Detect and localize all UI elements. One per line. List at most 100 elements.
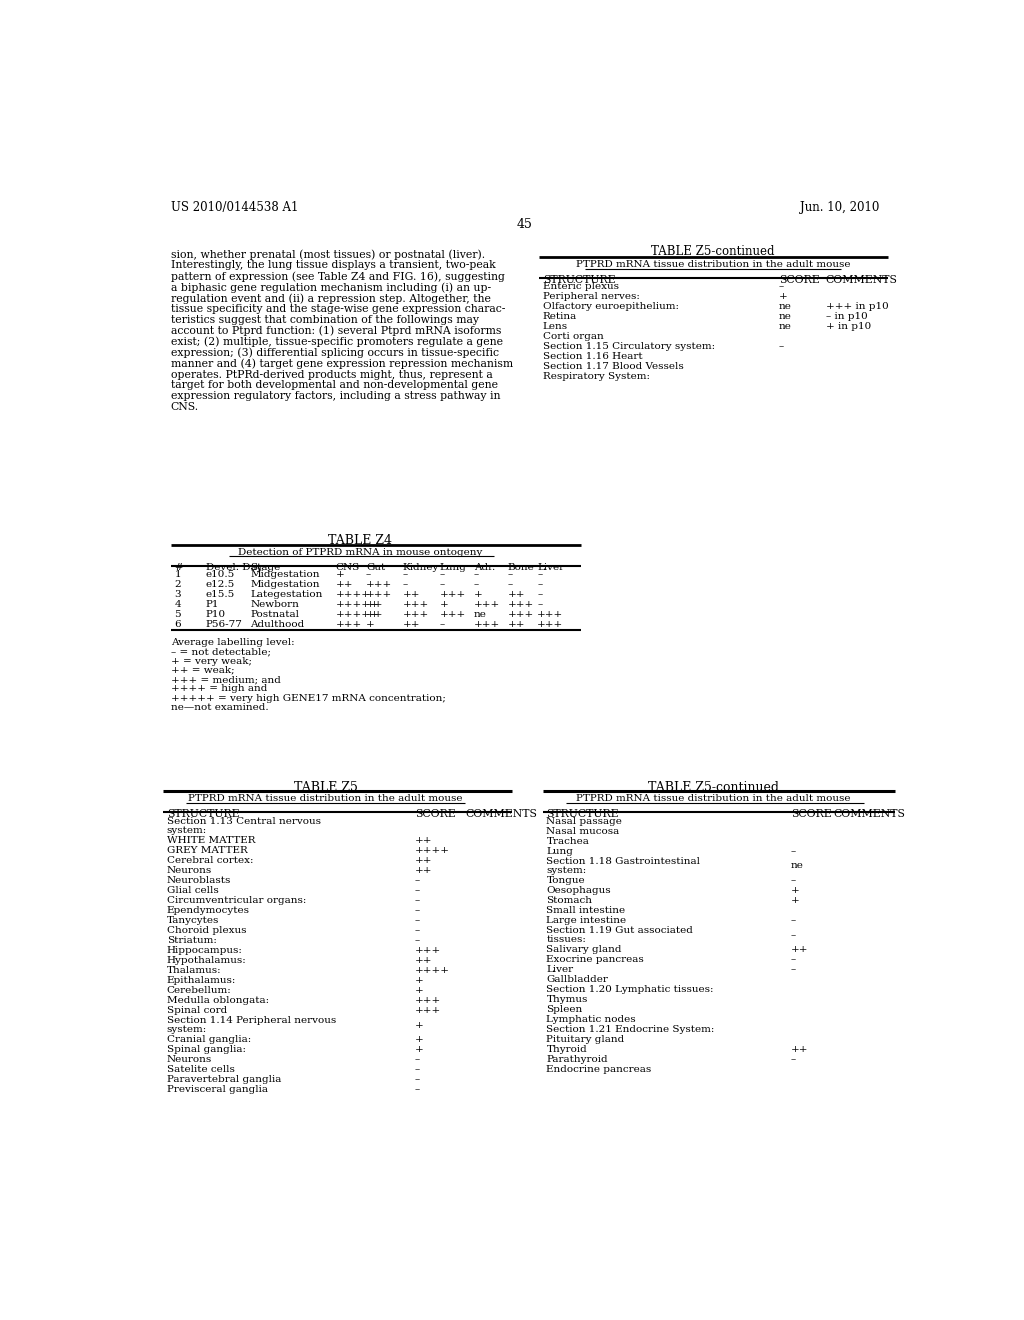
Text: +++++: +++++: [336, 601, 380, 610]
Text: ne—not examined.: ne—not examined.: [171, 702, 268, 711]
Text: –: –: [415, 906, 420, 915]
Text: Thyroid: Thyroid: [547, 1045, 587, 1055]
Text: ++: ++: [791, 1045, 808, 1055]
Text: Liver: Liver: [547, 965, 573, 974]
Text: –: –: [415, 916, 420, 925]
Text: ++: ++: [415, 866, 432, 875]
Text: Endocrine pancreas: Endocrine pancreas: [547, 1065, 651, 1074]
Text: ++: ++: [415, 857, 432, 865]
Text: operates. PtPRd-derived products might, thus, represent a: operates. PtPRd-derived products might, …: [171, 370, 493, 380]
Text: +: +: [791, 896, 800, 906]
Text: 5: 5: [174, 610, 181, 619]
Text: Adr.: Adr.: [474, 562, 495, 572]
Text: P1: P1: [206, 601, 219, 610]
Text: Olfactory euroepithelium:: Olfactory euroepithelium:: [543, 302, 679, 312]
Text: a biphasic gene regulation mechanism including (i) an up-: a biphasic gene regulation mechanism inc…: [171, 282, 490, 293]
Text: Gut: Gut: [366, 562, 385, 572]
Text: Ependymocytes: Ependymocytes: [167, 906, 250, 915]
Text: Cranial ganglia:: Cranial ganglia:: [167, 1035, 251, 1044]
Text: +++: +++: [474, 620, 500, 630]
Text: ++: ++: [508, 590, 525, 599]
Text: regulation event and (ii) a repression step. Altogether, the: regulation event and (ii) a repression s…: [171, 293, 490, 304]
Text: Detection of PTPRD mRNA in mouse ontogeny: Detection of PTPRD mRNA in mouse ontogen…: [239, 548, 482, 557]
Text: +: +: [415, 1045, 424, 1055]
Text: Parathyroid: Parathyroid: [547, 1056, 608, 1064]
Text: –: –: [474, 581, 479, 589]
Text: +: +: [791, 886, 800, 895]
Text: +: +: [415, 977, 424, 985]
Text: Exocrine pancreas: Exocrine pancreas: [547, 956, 644, 965]
Text: ++: ++: [336, 581, 353, 589]
Text: TABLE Z5-continued: TABLE Z5-continued: [647, 780, 778, 793]
Text: –: –: [508, 570, 513, 579]
Text: TABLE Z5-continued: TABLE Z5-continued: [651, 244, 775, 257]
Text: –: –: [791, 965, 796, 974]
Text: +++ = medium; and: +++ = medium; and: [171, 675, 281, 684]
Text: –: –: [779, 282, 784, 292]
Text: 3: 3: [174, 590, 181, 599]
Text: – in p10: – in p10: [825, 313, 867, 321]
Text: Glial cells: Glial cells: [167, 886, 218, 895]
Text: account to Ptprd function: (1) several Ptprd mRNA isoforms: account to Ptprd function: (1) several P…: [171, 326, 501, 337]
Text: Striatum:: Striatum:: [167, 936, 217, 945]
Text: –: –: [779, 342, 784, 351]
Text: Thymus: Thymus: [547, 995, 588, 1005]
Text: Cerebellum:: Cerebellum:: [167, 986, 231, 995]
Text: +++: +++: [415, 997, 441, 1005]
Text: Trachea: Trachea: [547, 837, 590, 846]
Text: +++: +++: [508, 601, 534, 610]
Text: system:: system:: [167, 826, 207, 836]
Text: +++++: +++++: [336, 610, 380, 619]
Text: expression; (3) differential splicing occurs in tissue-specific: expression; (3) differential splicing oc…: [171, 347, 499, 358]
Text: Tanycytes: Tanycytes: [167, 916, 219, 925]
Text: PTPRD mRNA tissue distribution in the adult mouse: PTPRD mRNA tissue distribution in the ad…: [188, 795, 463, 804]
Text: ne: ne: [791, 862, 804, 870]
Text: +: +: [439, 601, 449, 610]
Text: ++++: ++++: [336, 590, 371, 599]
Text: ++: ++: [508, 620, 525, 630]
Text: ++: ++: [366, 610, 383, 619]
Text: COMMENTS: COMMENTS: [834, 809, 905, 818]
Text: + in p10: + in p10: [825, 322, 870, 331]
Text: +++ in p10: +++ in p10: [825, 302, 888, 312]
Text: PTPRD mRNA tissue distribution in the adult mouse: PTPRD mRNA tissue distribution in the ad…: [575, 795, 850, 804]
Text: STRUCTURE: STRUCTURE: [543, 275, 615, 285]
Text: Nasal mucosa: Nasal mucosa: [547, 826, 620, 836]
Text: Cerebral cortex:: Cerebral cortex:: [167, 857, 253, 865]
Text: Devel. Day: Devel. Day: [206, 562, 262, 572]
Text: Corti organ: Corti organ: [543, 333, 603, 342]
Text: –: –: [474, 570, 479, 579]
Text: P56-77: P56-77: [206, 620, 243, 630]
Text: Satelite cells: Satelite cells: [167, 1065, 234, 1074]
Text: Salivary gland: Salivary gland: [547, 945, 622, 954]
Text: SCORE: SCORE: [791, 809, 831, 818]
Text: Peripheral nerves:: Peripheral nerves:: [543, 293, 640, 301]
Text: Interestingly, the lung tissue displays a transient, two-peak: Interestingly, the lung tissue displays …: [171, 260, 496, 271]
Text: –: –: [415, 886, 420, 895]
Text: Respiratory System:: Respiratory System:: [543, 372, 649, 381]
Text: ++: ++: [415, 956, 432, 965]
Text: Oesophagus: Oesophagus: [547, 886, 611, 895]
Text: Neuroblasts: Neuroblasts: [167, 876, 231, 884]
Text: STRUCTURE: STRUCTURE: [547, 809, 620, 818]
Text: Enteric plexus: Enteric plexus: [543, 282, 618, 292]
Text: system:: system:: [167, 1026, 207, 1035]
Text: Lymphatic nodes: Lymphatic nodes: [547, 1015, 636, 1024]
Text: e15.5: e15.5: [206, 590, 234, 599]
Text: 1: 1: [174, 570, 181, 579]
Text: Neurons: Neurons: [167, 1056, 212, 1064]
Text: –: –: [402, 570, 408, 579]
Text: –: –: [366, 570, 371, 579]
Text: tissue specificity and the stage-wise gene expression charac-: tissue specificity and the stage-wise ge…: [171, 304, 505, 314]
Text: –: –: [415, 1085, 420, 1094]
Text: Section 1.14 Peripheral nervous: Section 1.14 Peripheral nervous: [167, 1016, 336, 1026]
Text: Adulthood: Adulthood: [251, 620, 305, 630]
Text: +++: +++: [474, 601, 500, 610]
Text: CNS.: CNS.: [171, 403, 199, 412]
Text: –: –: [415, 876, 420, 884]
Text: Stomach: Stomach: [547, 896, 593, 906]
Text: +: +: [474, 590, 482, 599]
Text: ne: ne: [779, 322, 792, 331]
Text: SCORE: SCORE: [779, 275, 820, 285]
Text: Gallbladder: Gallbladder: [547, 975, 608, 985]
